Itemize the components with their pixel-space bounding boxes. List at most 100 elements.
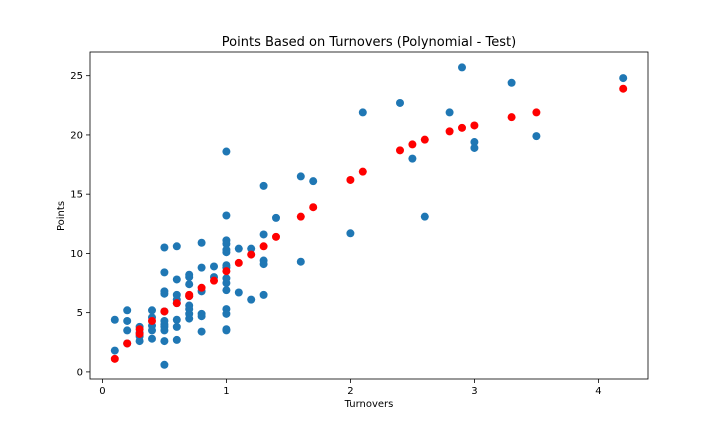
y-tick-label: 5 <box>77 308 83 319</box>
data-point <box>197 312 206 321</box>
data-point <box>259 260 268 269</box>
data-point <box>172 322 181 331</box>
data-point <box>234 244 243 253</box>
data-point <box>197 238 206 247</box>
data-point <box>160 307 169 316</box>
data-point <box>296 172 305 181</box>
y-axis: 0 5 10 15 20 25 <box>70 71 90 378</box>
data-point <box>160 360 169 369</box>
data-point <box>445 108 454 117</box>
data-point <box>148 334 156 343</box>
data-point <box>247 295 256 304</box>
data-point <box>470 138 479 147</box>
data-point <box>148 306 156 315</box>
x-tick-label: 2 <box>347 386 353 397</box>
chart-title: Points Based on Turnovers (Polynomial - … <box>222 35 516 50</box>
data-point <box>135 337 144 346</box>
data-point <box>408 140 417 149</box>
data-point <box>110 354 119 363</box>
data-point <box>234 288 243 297</box>
plot-area: 0 1 2 3 4 0 5 10 15 20 25 <box>70 51 649 397</box>
data-point <box>470 143 479 152</box>
y-tick-label: 25 <box>70 71 83 82</box>
x-tick-label: 0 <box>99 386 105 397</box>
y-tick-label: 20 <box>70 130 83 141</box>
series-1 <box>110 84 628 363</box>
data-point <box>222 147 231 156</box>
data-point <box>309 203 318 212</box>
data-point <box>185 290 194 299</box>
data-point <box>160 326 169 335</box>
data-point <box>247 250 256 259</box>
data-point <box>197 327 206 336</box>
data-point <box>148 326 156 335</box>
data-point <box>234 258 243 267</box>
data-point <box>172 335 181 344</box>
data-point <box>172 315 181 324</box>
y-axis-label: Points <box>56 201 67 231</box>
data-point <box>197 263 206 272</box>
x-axis: 0 1 2 3 4 <box>99 379 602 397</box>
data-point <box>346 229 355 238</box>
data-point <box>259 181 268 190</box>
data-point <box>172 299 181 308</box>
data-point <box>222 211 231 220</box>
data-point <box>408 154 417 163</box>
data-point <box>123 306 132 315</box>
data-point <box>532 132 541 141</box>
data-point <box>445 127 454 136</box>
data-point <box>222 326 231 335</box>
data-point <box>172 242 181 251</box>
data-point <box>470 121 479 130</box>
data-point <box>619 84 628 93</box>
data-point <box>185 280 194 289</box>
data-point <box>458 123 466 132</box>
data-series <box>110 63 628 369</box>
data-point <box>185 314 194 323</box>
data-point <box>222 309 231 318</box>
data-point <box>210 262 218 271</box>
y-tick-label: 15 <box>70 190 83 201</box>
data-point <box>172 275 181 284</box>
x-tick-label: 1 <box>223 386 229 397</box>
data-point <box>160 337 169 346</box>
series-0 <box>110 63 628 369</box>
data-point <box>507 78 516 87</box>
data-point <box>210 276 218 285</box>
data-point <box>272 213 280 222</box>
data-point <box>507 113 516 122</box>
data-point <box>110 315 119 324</box>
data-point <box>396 146 404 155</box>
data-point <box>222 267 231 276</box>
data-point <box>160 289 169 298</box>
data-point <box>160 243 169 252</box>
data-point <box>222 279 231 288</box>
data-point <box>532 108 541 117</box>
data-point <box>346 175 355 184</box>
x-tick-label: 3 <box>471 386 477 397</box>
data-point <box>135 325 144 334</box>
data-point <box>259 242 268 251</box>
data-point <box>110 346 119 355</box>
data-point <box>185 273 194 282</box>
data-point <box>296 212 305 221</box>
y-tick-label: 0 <box>77 367 83 378</box>
x-tick-label: 4 <box>595 386 601 397</box>
data-point <box>458 63 466 72</box>
y-tick-label: 10 <box>70 249 83 260</box>
data-point <box>222 286 231 295</box>
data-point <box>619 74 628 83</box>
data-point <box>296 257 305 266</box>
data-point <box>222 248 231 257</box>
data-point <box>197 283 206 292</box>
data-point <box>358 167 367 176</box>
data-point <box>123 326 132 335</box>
data-point <box>420 212 429 221</box>
data-point <box>259 230 268 239</box>
data-point <box>222 239 231 248</box>
data-point <box>148 316 156 325</box>
data-point <box>160 268 169 277</box>
data-point <box>358 108 367 117</box>
data-point <box>309 177 318 186</box>
